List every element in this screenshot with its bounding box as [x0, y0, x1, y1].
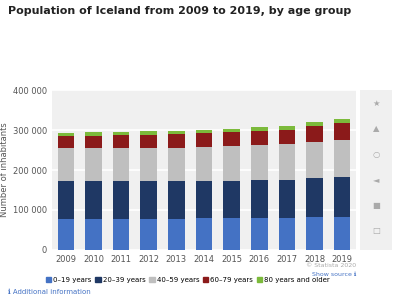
Text: □: □	[372, 226, 380, 235]
Bar	[113, 219, 129, 250]
Bar	[196, 133, 212, 147]
Bar	[223, 218, 240, 250]
Bar	[85, 132, 102, 135]
Bar	[85, 148, 102, 181]
Y-axis label: Number of inhabitants: Number of inhabitants	[0, 123, 9, 217]
Text: ▲: ▲	[373, 124, 379, 133]
Bar	[113, 135, 129, 147]
Bar	[334, 217, 350, 250]
Bar	[223, 132, 240, 146]
Legend: 0–19 years, 20–39 years, 40–59 years, 60–79 years, 80 years and older: 0–19 years, 20–39 years, 40–59 years, 60…	[43, 274, 333, 285]
Bar	[279, 130, 295, 144]
Bar	[223, 181, 240, 218]
Text: ○: ○	[372, 150, 380, 159]
Bar	[85, 181, 102, 219]
Text: ★: ★	[372, 98, 380, 107]
Bar	[223, 129, 240, 132]
Bar	[140, 219, 157, 250]
Bar	[85, 135, 102, 148]
Bar	[251, 131, 268, 145]
Bar	[113, 147, 129, 181]
Bar	[251, 127, 268, 131]
Text: Show source ℹ: Show source ℹ	[312, 272, 356, 278]
Text: ℹ Additional information: ℹ Additional information	[8, 289, 91, 295]
Bar	[196, 147, 212, 181]
Bar	[279, 218, 295, 250]
Bar	[279, 126, 295, 130]
Bar	[113, 132, 129, 135]
Bar	[279, 144, 295, 180]
Text: ■: ■	[372, 201, 380, 210]
Bar	[140, 132, 157, 135]
Bar	[334, 119, 350, 123]
Bar	[168, 182, 185, 219]
Bar	[306, 126, 323, 142]
Bar	[279, 180, 295, 218]
Bar	[334, 177, 350, 217]
Bar	[168, 147, 185, 182]
Bar	[196, 130, 212, 133]
Bar	[306, 217, 323, 250]
Bar	[140, 181, 157, 219]
Text: Population of Iceland from 2009 to 2019, by age group: Population of Iceland from 2009 to 2019,…	[8, 6, 351, 16]
Bar	[58, 136, 74, 148]
Bar	[58, 133, 74, 136]
Bar	[168, 134, 185, 147]
Bar	[251, 145, 268, 180]
Bar	[306, 178, 323, 217]
Bar	[113, 181, 129, 219]
Bar	[334, 140, 350, 177]
Bar	[85, 219, 102, 250]
Bar	[58, 148, 74, 181]
Bar	[58, 219, 74, 250]
Text: © Statista 2020: © Statista 2020	[306, 263, 356, 268]
Bar	[140, 135, 157, 147]
Bar	[196, 181, 212, 218]
Bar	[251, 180, 268, 218]
Bar	[306, 142, 323, 178]
Text: ◄: ◄	[373, 175, 379, 184]
Bar	[223, 146, 240, 181]
Bar	[140, 147, 157, 181]
Bar	[306, 122, 323, 126]
Bar	[334, 123, 350, 140]
Bar	[168, 131, 185, 134]
Bar	[58, 181, 74, 219]
Bar	[251, 218, 268, 250]
Bar	[196, 218, 212, 250]
Bar	[168, 219, 185, 250]
